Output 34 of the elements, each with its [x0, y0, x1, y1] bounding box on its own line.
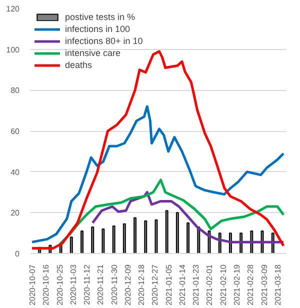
x-tick-label: 2020-12-18 — [137, 264, 146, 306]
x-tick-label: 2021-01-14 — [178, 264, 187, 306]
legend-label: deaths — [65, 60, 92, 70]
legend-label: infections in 100 — [65, 24, 130, 34]
x-tick-label: 2021-02-19 — [232, 264, 242, 306]
line-series — [91, 191, 285, 244]
x-tick-label: 2021-01-05 — [164, 264, 174, 306]
legend-label: infections 80+ in 10 — [65, 36, 143, 46]
x-tick-label: 2020-10-16 — [42, 264, 51, 306]
y-tick-label: 20 — [10, 208, 20, 218]
y-tick-label: 40 — [10, 168, 20, 177]
x-tick-label: 2021-02-01 — [205, 264, 214, 306]
y-tick-label: 100 — [6, 45, 20, 54]
x-tick-label: 2020-11-30 — [110, 264, 119, 305]
x-tick-label: 2021-03-18 — [273, 264, 282, 306]
x-tick-label: 2021-02-10 — [218, 264, 228, 306]
x-tick-label: 2020-10-25 — [55, 264, 64, 306]
x-tick-label: 2020-12-27 — [150, 264, 160, 306]
y-tick-label: 80 — [10, 86, 20, 96]
x-tick-label: 2021-01-23 — [192, 264, 201, 306]
legend-label: postive tests in % — [65, 12, 136, 22]
line-series — [30, 50, 285, 250]
x-tick-label: 2020-12-09 — [123, 264, 132, 306]
x-tick-label: 2021-02-28 — [246, 264, 256, 306]
x-tick-label: 2020-11-12 — [82, 264, 92, 305]
line-series — [30, 105, 285, 244]
y-tick-label: 0 — [15, 250, 20, 258]
x-tick-label: 2020-11-21 — [96, 264, 106, 305]
x-tick-label: 2020-10-07 — [28, 264, 38, 306]
y-tick-label: 60 — [10, 127, 20, 136]
x-tick-label: 2020-11-03 — [68, 264, 78, 305]
y-tick-label: 120 — [6, 4, 20, 14]
legend-label: intensive care — [65, 48, 121, 58]
x-tick-label: 2021-03-09 — [260, 264, 269, 306]
